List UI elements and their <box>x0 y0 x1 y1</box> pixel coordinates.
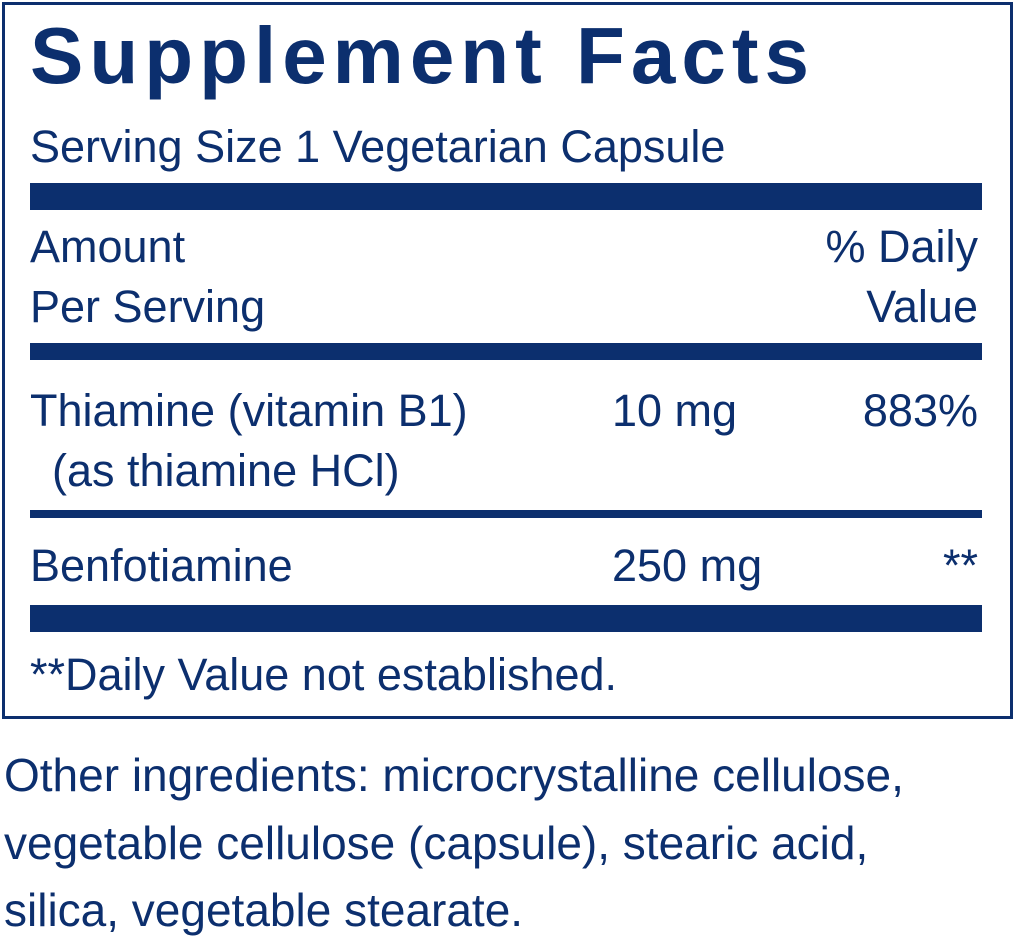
thin-divider <box>30 510 982 518</box>
other-ingredients-line: vegetable cellulose (capsule), stearic a… <box>4 817 869 869</box>
per-serving-header: Per Serving <box>30 281 266 332</box>
panel-title: Supplement Facts <box>30 11 816 100</box>
nutrient-daily-value: 883% <box>862 385 978 436</box>
other-ingredients-line: silica, vegetable stearate. <box>4 884 524 936</box>
daily-value-header: % Daily <box>825 221 978 272</box>
thick-divider <box>30 605 982 632</box>
serving-size: Serving Size 1 Vegetarian Capsule <box>30 121 726 172</box>
value-header: Value <box>866 281 978 332</box>
nutrient-amount: 250 mg <box>612 540 763 591</box>
supplement-facts-panel <box>2 2 1013 719</box>
nutrient-daily-value: ** <box>942 540 978 591</box>
nutrient-source: (as thiamine HCl) <box>52 445 400 496</box>
nutrient-amount: 10 mg <box>612 385 738 436</box>
thick-divider <box>30 183 982 210</box>
footnote: **Daily Value not established. <box>30 649 618 700</box>
other-ingredients-line: Other ingredients: microcrystalline cell… <box>4 749 904 801</box>
medium-divider <box>30 343 982 360</box>
amount-header: Amount <box>30 221 186 272</box>
nutrient-name: Thiamine (vitamin B1) <box>30 385 468 436</box>
nutrient-name: Benfotiamine <box>30 540 293 591</box>
